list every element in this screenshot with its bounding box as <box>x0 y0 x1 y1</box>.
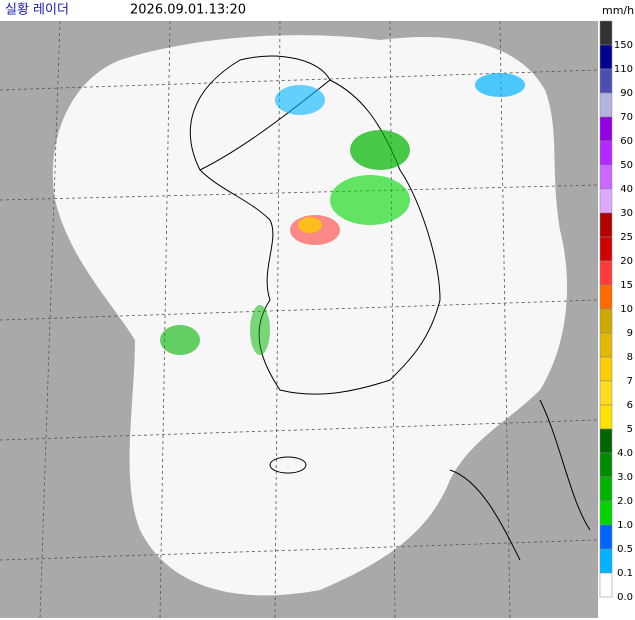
legend-label: 9 <box>627 328 633 339</box>
legend-label: 30 <box>620 208 633 219</box>
legend-band <box>599 212 613 238</box>
legend-band <box>599 476 613 502</box>
legend-band <box>599 260 613 286</box>
legend-band <box>599 92 613 118</box>
legend-band <box>599 356 613 382</box>
legend-label: 6 <box>627 400 633 411</box>
legend: 150 110 90 70 60 50 40 30 25 20 15 10 9 8 7 6 5 4.0 3.0 2.0… <box>599 20 633 603</box>
legend-label: 3.0 <box>617 472 633 483</box>
legend-band <box>599 308 613 334</box>
coastline <box>189 55 591 561</box>
legend-label: 2.0 <box>617 496 633 507</box>
legend-label: 4.0 <box>617 448 633 459</box>
legend-band <box>599 188 613 214</box>
legend-band <box>599 548 613 574</box>
legend-band <box>599 428 613 454</box>
legend-label: 40 <box>620 184 633 195</box>
legend-label: 10 <box>620 304 633 315</box>
legend-label: 0.0 <box>617 592 633 603</box>
legend-band <box>599 140 613 166</box>
legend-label: 1.0 <box>617 520 633 531</box>
map <box>0 20 599 619</box>
legend-band <box>599 332 613 358</box>
legend-label: 150 <box>614 40 633 51</box>
legend-label: 0.1 <box>617 568 633 579</box>
legend-label: 25 <box>620 232 633 243</box>
legend-label: 90 <box>620 88 633 99</box>
radar-coverage <box>52 35 568 596</box>
legend-band <box>599 404 613 430</box>
legend-label: 8 <box>627 352 633 363</box>
timestamp: 2026.09.01.13:20 <box>130 3 246 18</box>
title: 실황 레이더 <box>5 3 69 18</box>
legend-band <box>599 116 613 142</box>
legend-band <box>599 500 613 526</box>
legend-label: 50 <box>620 160 633 171</box>
legend-band <box>599 164 613 190</box>
legend-label: 7 <box>627 376 633 387</box>
legend-band <box>599 572 613 598</box>
legend-band <box>599 236 613 262</box>
legend-label: 70 <box>620 112 633 123</box>
legend-label: 60 <box>620 136 633 147</box>
legend-band <box>599 284 613 310</box>
legend-label: 20 <box>620 256 633 267</box>
unit: mm/h <box>602 4 634 17</box>
legend-band <box>599 452 613 478</box>
legend-label: 15 <box>620 280 633 291</box>
legend-band <box>599 20 613 46</box>
legend-band <box>599 380 613 406</box>
legend-band <box>599 44 613 70</box>
legend-label: 110 <box>614 64 633 75</box>
legend-band <box>599 68 613 94</box>
legend-label: 5 <box>627 424 633 435</box>
legend-band <box>599 524 613 550</box>
rain-echoes <box>160 73 525 355</box>
legend-label: 0.5 <box>617 544 633 555</box>
